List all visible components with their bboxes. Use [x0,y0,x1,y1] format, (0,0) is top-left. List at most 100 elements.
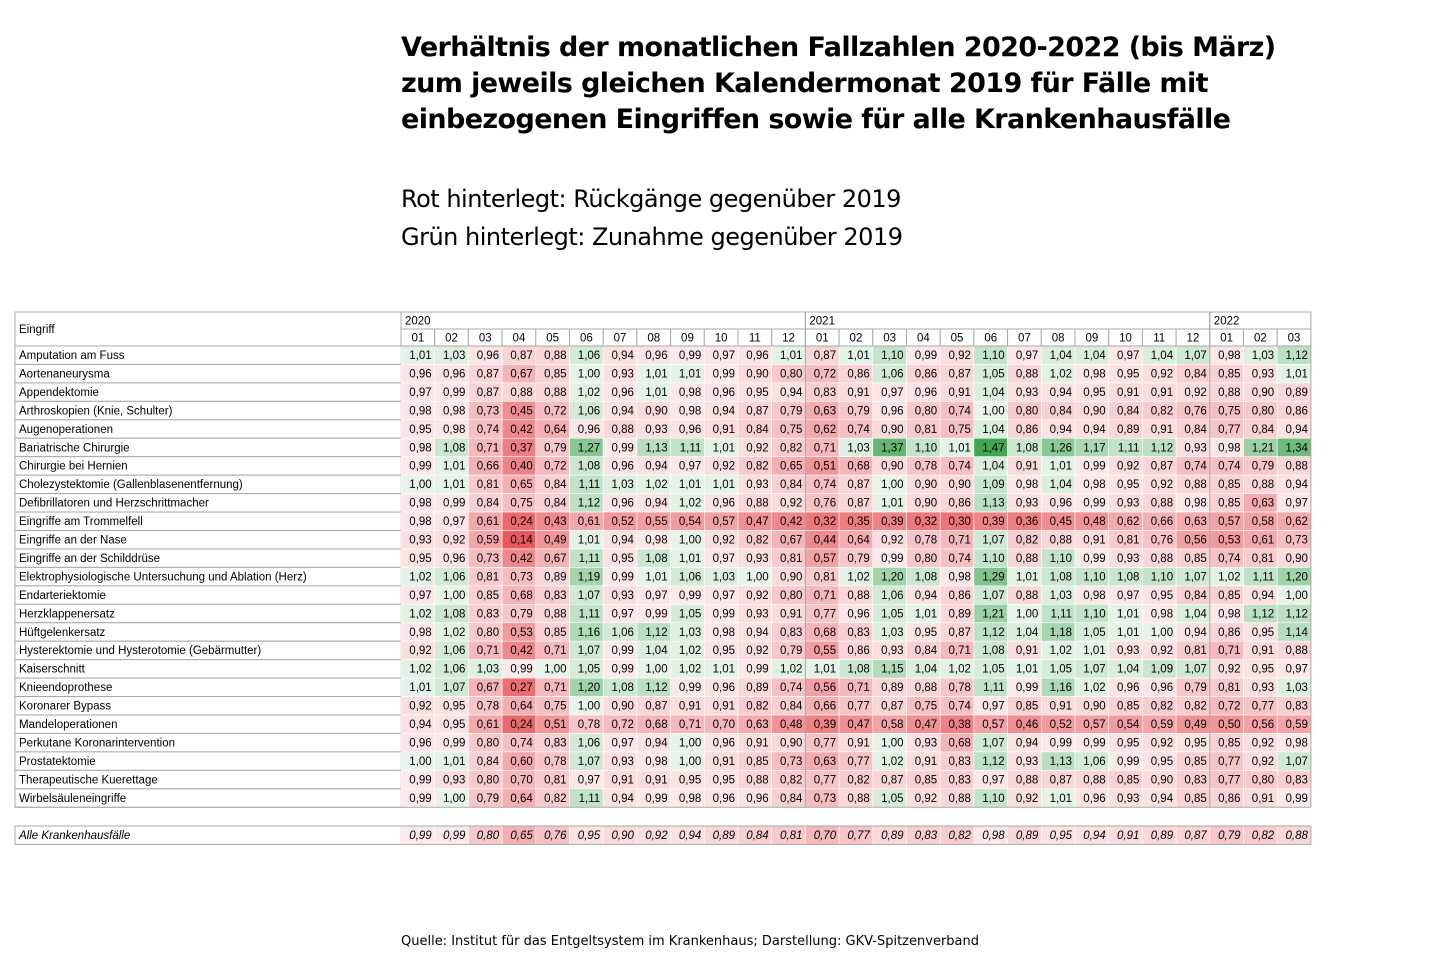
cell-value: 0,99 [510,664,532,676]
cell-value: 0,74 [1184,461,1207,473]
cell-value: 0,88 [1286,461,1308,473]
cell-value: 0,91 [1151,424,1173,436]
cell-value: 0,87 [746,405,768,417]
row-label: Bariatrische Chirurgie [19,442,130,454]
cell-value: 0,77 [1218,774,1240,786]
cell-value: 1,00 [443,793,465,805]
row-label: Eingriffe an der Schilddrüse [19,553,160,565]
month-label: 03 [883,333,896,345]
cell-value: 1,08 [443,608,465,620]
cell-value: 1,02 [409,571,431,583]
cell-value: 1,00 [1286,590,1308,602]
cell-value: 1,02 [1218,571,1240,583]
cell-value: 1,04 [1184,608,1207,620]
cell-value: 0,80 [477,627,499,639]
cell-value: 0,95 [1252,664,1274,676]
cell-value: 0,91 [780,608,802,620]
month-label: 03 [479,333,492,345]
cell-value: 0,95 [713,645,735,657]
cell-value: 0,92 [409,645,431,657]
cell-value: 0,94 [1286,424,1309,436]
cell-value: 1,00 [1151,627,1173,639]
cell-value: 0,35 [847,516,869,528]
cell-value: 0,97 [1117,590,1139,602]
cell-value: 1,12 [982,756,1004,768]
cell-value: 1,06 [443,571,465,583]
cell-value: 0,88 [1016,553,1038,565]
total-value: 0,79 [1218,830,1241,842]
cell-value: 0,95 [1184,737,1206,749]
cell-value: 1,12 [1286,350,1308,362]
cell-value: 0,92 [1016,793,1038,805]
cell-value: 0,74 [847,424,870,436]
cell-value: 0,59 [1151,719,1173,731]
cell-value: 0,74 [510,737,533,749]
cell-value: 0,99 [679,350,701,362]
total-value: 0,94 [679,830,701,842]
cell-value: 1,01 [578,535,600,547]
cell-value: 0,87 [949,368,971,380]
cell-value: 0,93 [1184,442,1206,454]
cell-value: 1,11 [579,553,601,565]
cell-value: 1,00 [578,368,600,380]
cell-value: 0,99 [713,608,735,620]
cell-value: 0,97 [1117,350,1139,362]
cell-value: 1,03 [612,479,634,491]
cell-value: 0,98 [713,627,735,639]
month-label: 11 [749,333,761,345]
title-line: einbezogenen Eingriffen sowie für alle K… [401,104,1231,135]
cell-value: 0,96 [612,498,634,510]
cell-value: 0,79 [477,793,499,805]
cell-value: 0,91 [847,737,869,749]
year-label: 2021 [809,316,835,328]
cell-value: 0,98 [409,498,431,510]
cell-value: 0,94 [1286,479,1309,491]
cell-value: 0,85 [1117,701,1139,713]
cell-value: 0,92 [1151,479,1173,491]
cell-value: 0,94 [746,627,769,639]
cell-value: 0,97 [1286,664,1308,676]
cell-value: 0,72 [1218,701,1240,713]
cell-value: 0,87 [881,701,903,713]
cell-value: 0,84 [780,793,803,805]
cell-value: 0,92 [1184,387,1206,399]
cell-value: 1,04 [1016,627,1039,639]
cell-value: 0,97 [679,461,701,473]
cell-value: 0,98 [1286,737,1308,749]
month-label: 12 [1187,333,1200,345]
cell-value: 1,04 [645,645,668,657]
legend-green-text: Grün hinterlegt: Zunahme gegenüber 2019 [401,223,903,251]
cell-value: 1,04 [982,424,1005,436]
cell-value: 0,93 [1016,498,1038,510]
cell-value: 0,71 [679,719,701,731]
cell-value: 0,94 [612,350,635,362]
cell-value: 0,70 [510,774,532,786]
cell-value: 0,57 [713,516,735,528]
cell-value: 0,87 [477,368,499,380]
cell-value: 0,93 [1016,756,1038,768]
cell-value: 0,97 [713,590,735,602]
cell-value: 1,12 [645,682,667,694]
cell-value: 0,71 [847,682,869,694]
cell-value: 0,80 [1252,774,1274,786]
cell-value: 0,85 [1218,590,1240,602]
cell-value: 0,99 [409,461,431,473]
cell-value: 1,10 [982,553,1004,565]
cell-value: 0,90 [645,405,667,417]
row-label: Appendektomie [19,387,99,399]
cell-value: 0,95 [1117,737,1139,749]
cell-value: 0,93 [645,424,667,436]
cell-value: 0,64 [510,701,533,713]
cell-value: 1,02 [443,627,465,639]
year-label: 2022 [1214,316,1240,328]
cell-value: 0,91 [713,424,735,436]
cell-value: 0,94 [1083,424,1106,436]
cell-value: 1,21 [982,608,1004,620]
cell-value: 0,95 [1117,368,1139,380]
body-border [14,345,1312,808]
cell-value: 0,98 [1218,350,1240,362]
total-value: 0,76 [544,830,567,842]
cell-value: 0,53 [510,627,532,639]
cell-value: 0,86 [1016,424,1038,436]
cell-value: 0,74 [1218,461,1241,473]
